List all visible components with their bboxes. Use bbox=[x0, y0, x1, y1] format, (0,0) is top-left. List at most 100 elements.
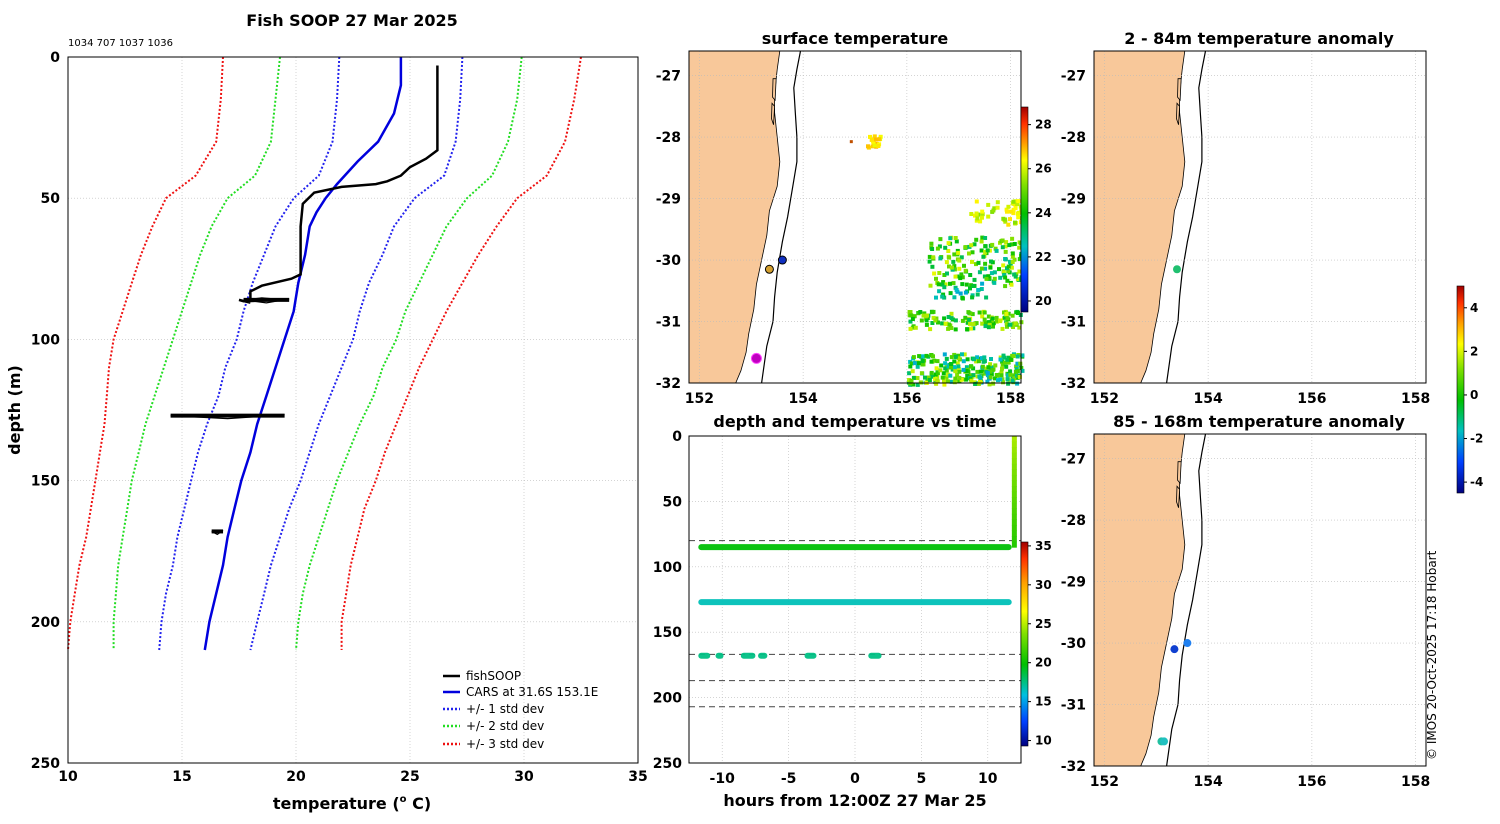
sst-pixel bbox=[979, 266, 984, 271]
sst-pixel bbox=[909, 313, 914, 318]
sst-pixel bbox=[1013, 220, 1017, 225]
sst-pixel bbox=[938, 237, 943, 242]
sst-pixel bbox=[949, 379, 954, 384]
sst-pixel bbox=[935, 359, 940, 364]
sst-pixel bbox=[1011, 199, 1016, 204]
sst-pixel bbox=[983, 261, 988, 266]
sst-pixel bbox=[1007, 378, 1012, 383]
sst-pixel bbox=[1015, 361, 1020, 366]
map-lat-label: -30 bbox=[1061, 636, 1087, 652]
sst-pixel bbox=[1016, 311, 1020, 315]
fishsoop-cluster bbox=[243, 297, 290, 302]
sst-pixel bbox=[955, 373, 960, 377]
sst-pixel bbox=[1001, 380, 1005, 385]
profile-std-line bbox=[295, 56, 523, 651]
sst-pixel bbox=[974, 199, 979, 204]
sst-pixel bbox=[986, 365, 991, 370]
sst-pixel bbox=[919, 318, 924, 323]
sst-pixel bbox=[873, 137, 878, 142]
sst-pixel bbox=[974, 237, 979, 242]
time-vertical-cast bbox=[1011, 524, 1017, 532]
sst-pixel bbox=[958, 291, 963, 296]
sst-pixel bbox=[974, 262, 978, 267]
sst-pixel bbox=[981, 254, 986, 259]
sst-pixel bbox=[1015, 277, 1020, 282]
sst-pixel bbox=[983, 266, 988, 271]
sst-pixel bbox=[940, 282, 945, 287]
sst-pixel bbox=[996, 378, 1000, 383]
sst-pixel bbox=[908, 364, 913, 369]
sst-pixel bbox=[1000, 238, 1005, 243]
profile-ytick-label: 200 bbox=[31, 615, 60, 631]
sst-pixel bbox=[962, 263, 966, 268]
sst-pixel bbox=[1003, 249, 1008, 254]
anom2-map-title: 85 - 168m temperature anomaly bbox=[1113, 412, 1405, 431]
map-observation-dot bbox=[750, 352, 762, 364]
sst-pixel bbox=[1001, 263, 1006, 268]
sst-pixel bbox=[989, 259, 993, 264]
sst-pixel bbox=[1000, 377, 1005, 382]
sst-pixel bbox=[915, 382, 920, 387]
sst-pixel bbox=[1008, 372, 1013, 377]
sst-pixel bbox=[869, 137, 874, 142]
sst-pixel bbox=[983, 320, 988, 325]
sst-pixel bbox=[912, 314, 917, 319]
map-lat-label: -27 bbox=[1061, 69, 1086, 85]
time-xtick-label: -5 bbox=[781, 771, 797, 787]
time-xtick-label: 5 bbox=[917, 771, 927, 787]
anom2-map: 152 154 156 158 -27 -28 -29 -30 -31 -32 bbox=[1061, 433, 1430, 790]
map-lon-label: 158 bbox=[1401, 391, 1430, 407]
sst-pixel bbox=[972, 357, 976, 362]
sst-pixel bbox=[986, 314, 991, 319]
sst-pixel bbox=[915, 376, 920, 380]
anom-cb-label: -4 bbox=[1470, 475, 1483, 489]
sst-pixel bbox=[1009, 242, 1014, 247]
sst-pixel bbox=[992, 270, 997, 275]
sst-pixel bbox=[943, 282, 948, 287]
map-lon-label: 156 bbox=[1297, 774, 1326, 790]
time-depth-band bbox=[804, 652, 817, 659]
map-observation-dot bbox=[1183, 639, 1192, 648]
sst-pixel bbox=[987, 322, 992, 327]
sst-pixel bbox=[982, 310, 987, 315]
map-lon-label: 152 bbox=[1090, 391, 1119, 407]
sst-pixel bbox=[956, 356, 961, 361]
sst-pixel bbox=[987, 248, 992, 253]
sst-pixel bbox=[1003, 284, 1008, 289]
sst-pixel bbox=[970, 312, 975, 317]
sst-pixel bbox=[1001, 216, 1006, 221]
time-vertical-cast bbox=[1011, 491, 1017, 498]
map-lat-label: -31 bbox=[1061, 315, 1086, 331]
sst-pixel bbox=[993, 363, 998, 368]
sst-pixel bbox=[872, 134, 877, 139]
shelf-contour bbox=[1166, 50, 1207, 384]
time-cb-label: 35 bbox=[1035, 539, 1052, 553]
time-xlabel: hours from 12:00Z 27 Mar 25 bbox=[723, 791, 986, 810]
sst-pixel bbox=[998, 319, 1002, 324]
sst-pixel bbox=[953, 376, 958, 381]
time-cb-label: 30 bbox=[1035, 578, 1052, 592]
sst-pixel bbox=[960, 295, 965, 300]
time-vertical-cast bbox=[1011, 480, 1017, 487]
sst-pixel bbox=[946, 372, 951, 377]
shelf-contour bbox=[1166, 433, 1207, 767]
sst-pixel bbox=[942, 352, 947, 357]
sst-pixel bbox=[943, 361, 948, 366]
sst-pixel bbox=[1016, 215, 1021, 220]
map-observation-dot bbox=[764, 264, 774, 274]
sst-pixel bbox=[969, 364, 974, 369]
map-lat-label: -29 bbox=[1061, 192, 1086, 208]
sst-pixel bbox=[1002, 360, 1007, 365]
time-vertical-cast bbox=[1011, 541, 1017, 548]
sst-pixel bbox=[951, 281, 956, 286]
sst-pixel bbox=[924, 318, 929, 323]
legend-fishsoop: fishSOOP bbox=[466, 669, 521, 683]
sst-pixel bbox=[988, 265, 993, 270]
sst-pixel bbox=[953, 285, 958, 290]
sst-pixel bbox=[868, 134, 872, 139]
time-ytick-label: 0 bbox=[672, 429, 682, 445]
time-depth-band bbox=[868, 652, 882, 659]
sst-pixel bbox=[964, 369, 969, 373]
sst-pixel bbox=[986, 202, 991, 207]
sst-cb-label: 26 bbox=[1035, 162, 1052, 176]
